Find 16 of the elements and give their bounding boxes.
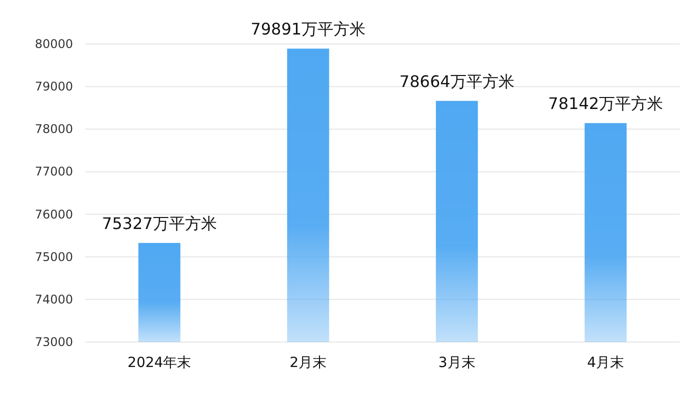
x-tick-label: 2月末 xyxy=(290,355,327,371)
x-tick-label: 4月末 xyxy=(587,355,624,371)
y-tick-label: 79000 xyxy=(34,80,73,94)
data-label: 79891万平方米 xyxy=(250,20,366,39)
y-tick-label: 74000 xyxy=(34,292,73,306)
y-tick-label: 77000 xyxy=(34,164,73,179)
x-tick-label: 3月末 xyxy=(438,355,476,371)
y-tick-label: 78000 xyxy=(34,122,73,136)
y-tick-label: 73000 xyxy=(34,335,73,349)
data-label: 78664万平方米 xyxy=(399,72,514,91)
y-tick-label: 76000 xyxy=(34,207,73,222)
data-label: 78142万平方米 xyxy=(548,94,664,114)
y-tick-label: 75000 xyxy=(34,250,73,264)
x-tick-label: 2024年末 xyxy=(128,355,192,371)
data-label: 75327万平方米 xyxy=(102,214,217,233)
y-tick-label: 80000 xyxy=(34,37,73,51)
